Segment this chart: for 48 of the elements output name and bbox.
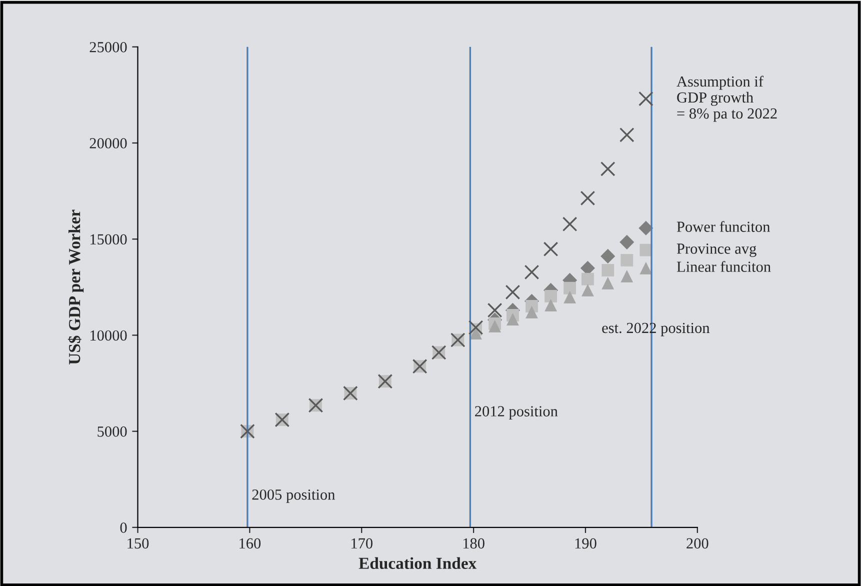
point xyxy=(564,282,576,294)
x-tick-label: 200 xyxy=(686,538,708,549)
y-tick-label: 5000 xyxy=(98,426,127,437)
y-tick-label: 25000 xyxy=(90,42,127,52)
point xyxy=(600,162,616,176)
point xyxy=(470,327,482,340)
series-label: Power funciton xyxy=(676,221,770,232)
point xyxy=(506,313,519,326)
point xyxy=(468,320,484,335)
point xyxy=(582,272,594,286)
point xyxy=(544,290,557,302)
y-tick-label: 15000 xyxy=(90,234,127,245)
point xyxy=(582,284,594,296)
point xyxy=(638,91,654,106)
point xyxy=(544,298,557,312)
point xyxy=(620,270,634,282)
point xyxy=(580,190,596,206)
point xyxy=(487,302,502,318)
point xyxy=(524,264,540,280)
x-tick-label: 150 xyxy=(128,538,149,549)
y-tick-label: 20000 xyxy=(90,138,127,148)
y-axis-title: US$ GDP per Worker xyxy=(68,210,84,364)
point xyxy=(564,290,576,304)
point xyxy=(620,234,634,250)
point xyxy=(620,254,634,266)
point xyxy=(602,264,614,276)
point xyxy=(543,242,558,257)
x-tick-label: 170 xyxy=(352,538,372,549)
ref-line-label: 2005 position xyxy=(252,489,335,503)
series-label: Linear funciton xyxy=(676,261,771,272)
series-label: Assumption if GDP growth = 8% pa to 2022 xyxy=(676,76,777,122)
point xyxy=(505,284,520,300)
x-tick-label: 180 xyxy=(463,538,484,549)
point xyxy=(600,248,616,264)
point xyxy=(619,127,634,142)
y-tick-label: 10000 xyxy=(90,330,127,341)
point xyxy=(640,262,652,274)
point xyxy=(638,220,654,236)
point xyxy=(562,216,578,232)
y-tick-label: 0 xyxy=(120,522,127,533)
x-tick-label: 160 xyxy=(240,538,261,549)
ref-line-label: 2012 position xyxy=(475,406,558,420)
point xyxy=(488,320,502,332)
x-axis-title: Education Index xyxy=(358,557,477,569)
series-label: Province avg xyxy=(676,244,756,257)
x-tick-label: 190 xyxy=(575,538,596,549)
point xyxy=(526,306,538,318)
point xyxy=(602,276,614,290)
